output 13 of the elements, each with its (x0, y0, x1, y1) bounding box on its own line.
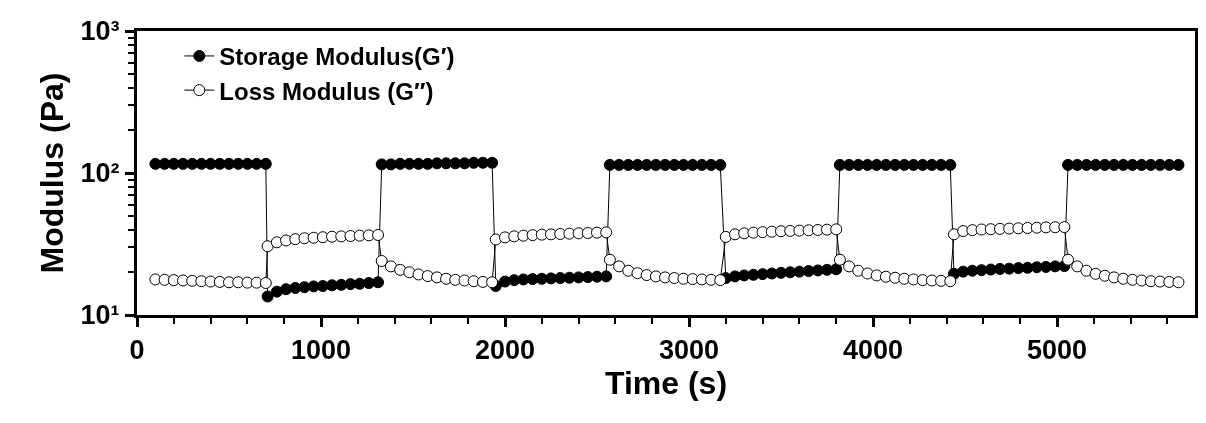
y-tick-label: 10¹ (80, 300, 120, 331)
x-tick-label: 0 (129, 335, 145, 366)
y-tick-label: 10³ (80, 16, 120, 47)
y-axis-title: Modulus (Pa) (33, 72, 70, 274)
y-tick-label: 10² (80, 158, 120, 189)
x-tick-label: 2000 (474, 335, 536, 366)
x-axis-title: Time (s) (604, 365, 728, 402)
x-tick-label: 1000 (290, 335, 352, 366)
x-tick-label: 4000 (842, 335, 904, 366)
legend-label: Storage Modulus(G′) (219, 43, 455, 71)
x-tick-label: 3000 (658, 335, 720, 366)
legend-label: Loss Modulus (G″) (219, 77, 434, 105)
x-tick-label: 5000 (1026, 335, 1088, 366)
